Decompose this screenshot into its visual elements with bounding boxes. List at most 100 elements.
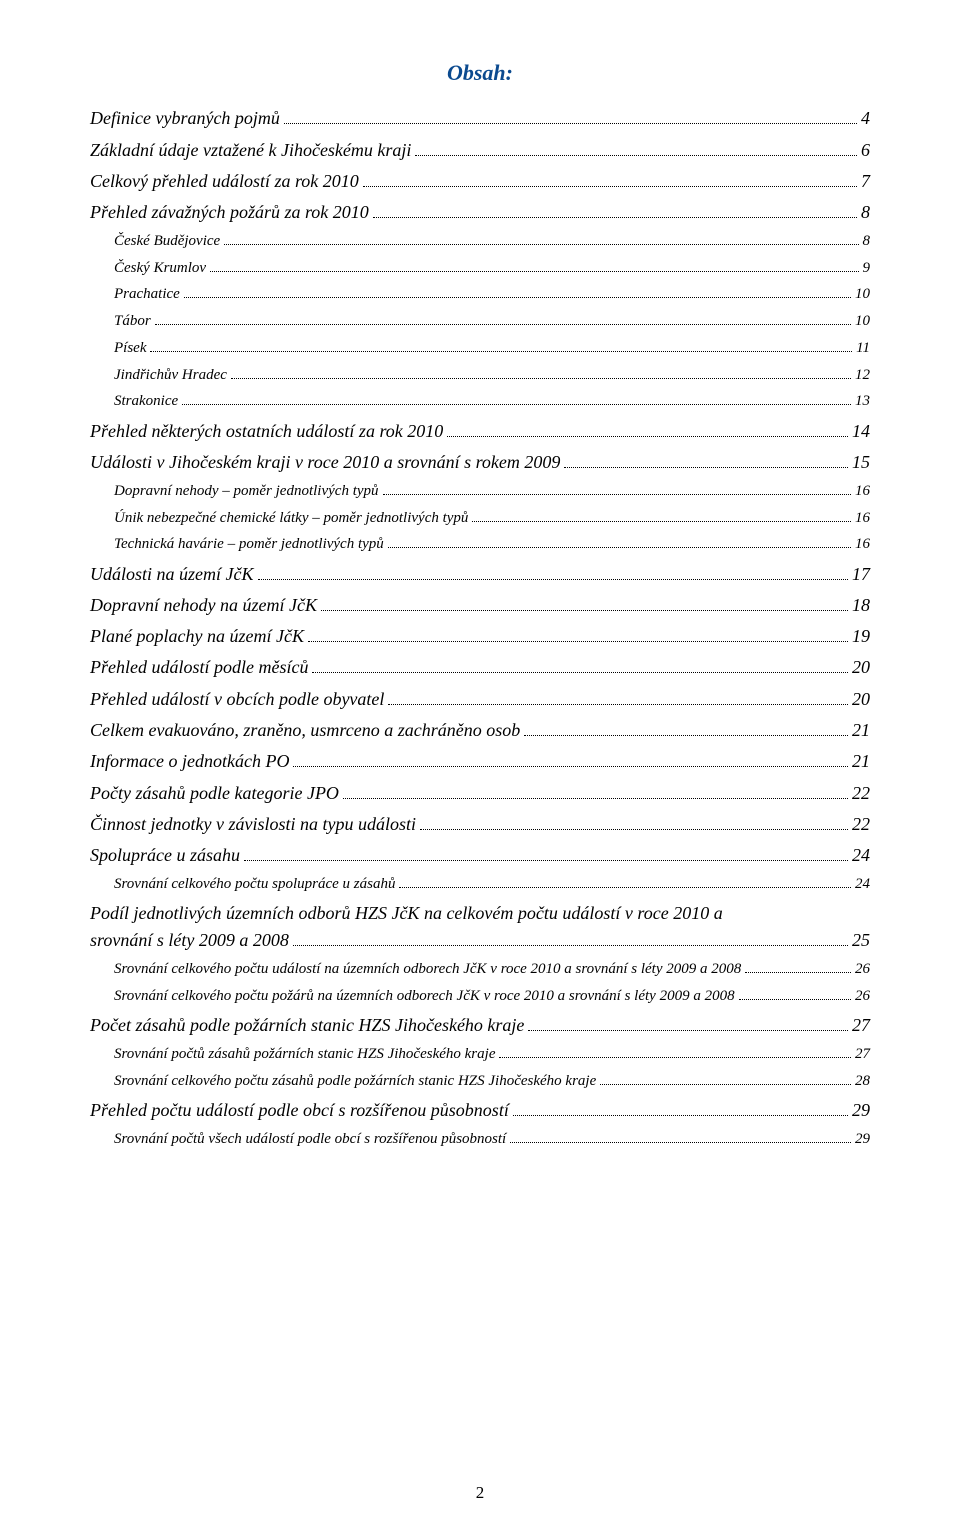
toc-leader-dots xyxy=(155,311,851,325)
toc-entry-page: 9 xyxy=(863,260,871,277)
toc-entry-page: 20 xyxy=(852,657,870,678)
toc-entry-page: 24 xyxy=(852,845,870,866)
toc-leader-dots xyxy=(399,874,851,888)
toc-entry-text: Události na území JčK xyxy=(90,564,254,585)
toc-entry: srovnání s léty 2009 a 2008 25 xyxy=(90,930,870,951)
toc-leader-dots xyxy=(524,720,848,736)
toc-entry-page: 12 xyxy=(855,367,870,384)
toc-entry-text: Činnost jednotky v závislosti na typu ud… xyxy=(90,814,416,835)
toc-entry-text: Srovnání celkového počtu zásahů podle po… xyxy=(114,1073,596,1090)
toc-entry-text: Celkový přehled událostí za rok 2010 xyxy=(90,171,359,192)
toc-entry: Přehled některých ostatních událostí za … xyxy=(90,420,870,441)
toc-entry-page: 26 xyxy=(855,961,870,978)
toc-entry-page: 27 xyxy=(855,1046,870,1063)
toc-entry-text: Srovnání celkového počtu požárů na územn… xyxy=(114,988,735,1005)
page-container: Obsah: Definice vybraných pojmů4Základní… xyxy=(0,0,960,1537)
toc-leader-dots xyxy=(308,626,848,642)
toc-entry-text: Srovnání celkového počtu událostí na úze… xyxy=(114,961,741,978)
toc-entry: Český Krumlov 9 xyxy=(90,258,870,277)
toc-entry-page: 26 xyxy=(855,988,870,1005)
toc-entry: Srovnání celkového počtu spolupráce u zá… xyxy=(90,874,870,893)
toc-leader-dots xyxy=(510,1129,851,1143)
toc-leader-dots xyxy=(182,392,851,406)
toc-leader-dots xyxy=(373,202,857,218)
toc-leader-dots xyxy=(415,139,857,155)
toc-leader-dots xyxy=(745,959,851,973)
toc-entry-page: 24 xyxy=(855,876,870,893)
toc-entry-page: 21 xyxy=(852,751,870,772)
page-number: 2 xyxy=(0,1483,960,1503)
toc-entry-page: 8 xyxy=(861,202,870,223)
toc-leader-dots xyxy=(312,657,848,673)
toc-entry-page: 14 xyxy=(852,421,870,442)
toc-entry: Strakonice 13 xyxy=(90,392,870,411)
toc-entry-text: Technická havárie – poměr jednotlivých t… xyxy=(114,536,384,553)
toc-entry-text: Dopravní nehody – poměr jednotlivých typ… xyxy=(114,483,379,500)
toc-entry-text: České Budějovice xyxy=(114,233,220,250)
toc-entry: Srovnání celkového počtu událostí na úze… xyxy=(90,959,870,978)
toc-leader-dots xyxy=(321,595,848,611)
toc-entry: Podíl jednotlivých územních odborů HZS J… xyxy=(90,903,870,924)
toc-entry-page: 13 xyxy=(855,393,870,410)
toc-entry: Události na území JčK17 xyxy=(90,563,870,584)
toc-leader-dots xyxy=(472,508,851,522)
toc-entry-page: 22 xyxy=(852,814,870,835)
toc-entry-text: Definice vybraných pojmů xyxy=(90,108,280,129)
toc-entry: Základní údaje vztažené k Jihočeskému kr… xyxy=(90,139,870,160)
toc-leader-dots xyxy=(564,452,848,468)
toc-entry-page: 7 xyxy=(861,171,870,192)
toc-entry-page: 29 xyxy=(852,1100,870,1121)
toc-entry: Prachatice10 xyxy=(90,285,870,304)
toc-entry-page: 16 xyxy=(855,483,870,500)
toc-entry-text: Počet zásahů podle požárních stanic HZS … xyxy=(90,1015,524,1036)
toc-entry-text: Celkem evakuováno, zraněno, usmrceno a z… xyxy=(90,720,520,741)
toc-entry-text: Český Krumlov xyxy=(114,260,206,277)
toc-entry-page: 8 xyxy=(863,233,871,250)
toc-entry-page: 20 xyxy=(852,689,870,710)
toc-entry-text: Přehled závažných požárů za rok 2010 xyxy=(90,202,369,223)
toc-entry: Tábor10 xyxy=(90,311,870,330)
toc-entry-text: Jindřichův Hradec xyxy=(114,367,227,384)
toc-leader-dots xyxy=(739,986,851,1000)
toc-entry: Přehled událostí v obcích podle obyvatel… xyxy=(90,688,870,709)
toc-leader-dots xyxy=(150,338,852,352)
toc-entry: České Budějovice 8 xyxy=(90,231,870,250)
toc-entry-page: 19 xyxy=(852,626,870,647)
toc-leader-dots xyxy=(210,258,858,272)
toc-entry-page: 29 xyxy=(855,1131,870,1148)
toc-entry-text: Přehled některých ostatních událostí za … xyxy=(90,421,443,442)
toc-leader-dots xyxy=(293,751,848,767)
toc-leader-dots xyxy=(184,285,851,299)
toc-entry: Počty zásahů podle kategorie JPO22 xyxy=(90,782,870,803)
toc-entry-page: 25 xyxy=(852,930,870,951)
toc-entry-page: 11 xyxy=(856,340,870,357)
toc-leader-dots xyxy=(231,365,851,379)
toc-entry-page: 16 xyxy=(855,536,870,553)
toc-entry: Písek 11 xyxy=(90,338,870,357)
toc-entry-page: 27 xyxy=(852,1015,870,1036)
toc-entry: Informace o jednotkách PO 21 xyxy=(90,751,870,772)
toc-entry: Spolupráce u zásahu24 xyxy=(90,845,870,866)
toc-entry: Srovnání celkového počtu zásahů podle po… xyxy=(90,1071,870,1090)
toc-entry-text: Strakonice xyxy=(114,393,178,410)
toc-entry-text: Informace o jednotkách PO xyxy=(90,751,289,772)
toc-entry: Únik nebezpečné chemické látky – poměr j… xyxy=(90,508,870,527)
toc-entry-text: Písek xyxy=(114,340,146,357)
toc-entry: Přehled událostí podle měsíců 20 xyxy=(90,657,870,678)
toc-leader-dots xyxy=(513,1100,848,1116)
toc-leader-dots xyxy=(383,481,851,495)
toc-leader-dots xyxy=(224,231,858,245)
toc-entry: Dopravní nehody na území JčK18 xyxy=(90,595,870,616)
toc-entry-text: Plané poplachy na území JčK xyxy=(90,626,304,647)
toc-entry-text: Tábor xyxy=(114,313,151,330)
toc-entry-text: Prachatice xyxy=(114,286,180,303)
toc-entry-page: 4 xyxy=(861,108,870,129)
toc-entry-text: Přehled událostí podle měsíců xyxy=(90,657,308,678)
toc-entry-text: Srovnání počtů všech událostí podle obcí… xyxy=(114,1131,506,1148)
toc-leader-dots xyxy=(388,535,851,549)
toc-leader-dots xyxy=(343,782,848,798)
toc-entry-text: srovnání s léty 2009 a 2008 xyxy=(90,930,289,951)
toc-entry-text: Podíl jednotlivých územních odborů HZS J… xyxy=(90,903,723,924)
toc-entry-page: 16 xyxy=(855,510,870,527)
toc-entry-text: Srovnání celkového počtu spolupráce u zá… xyxy=(114,876,395,893)
